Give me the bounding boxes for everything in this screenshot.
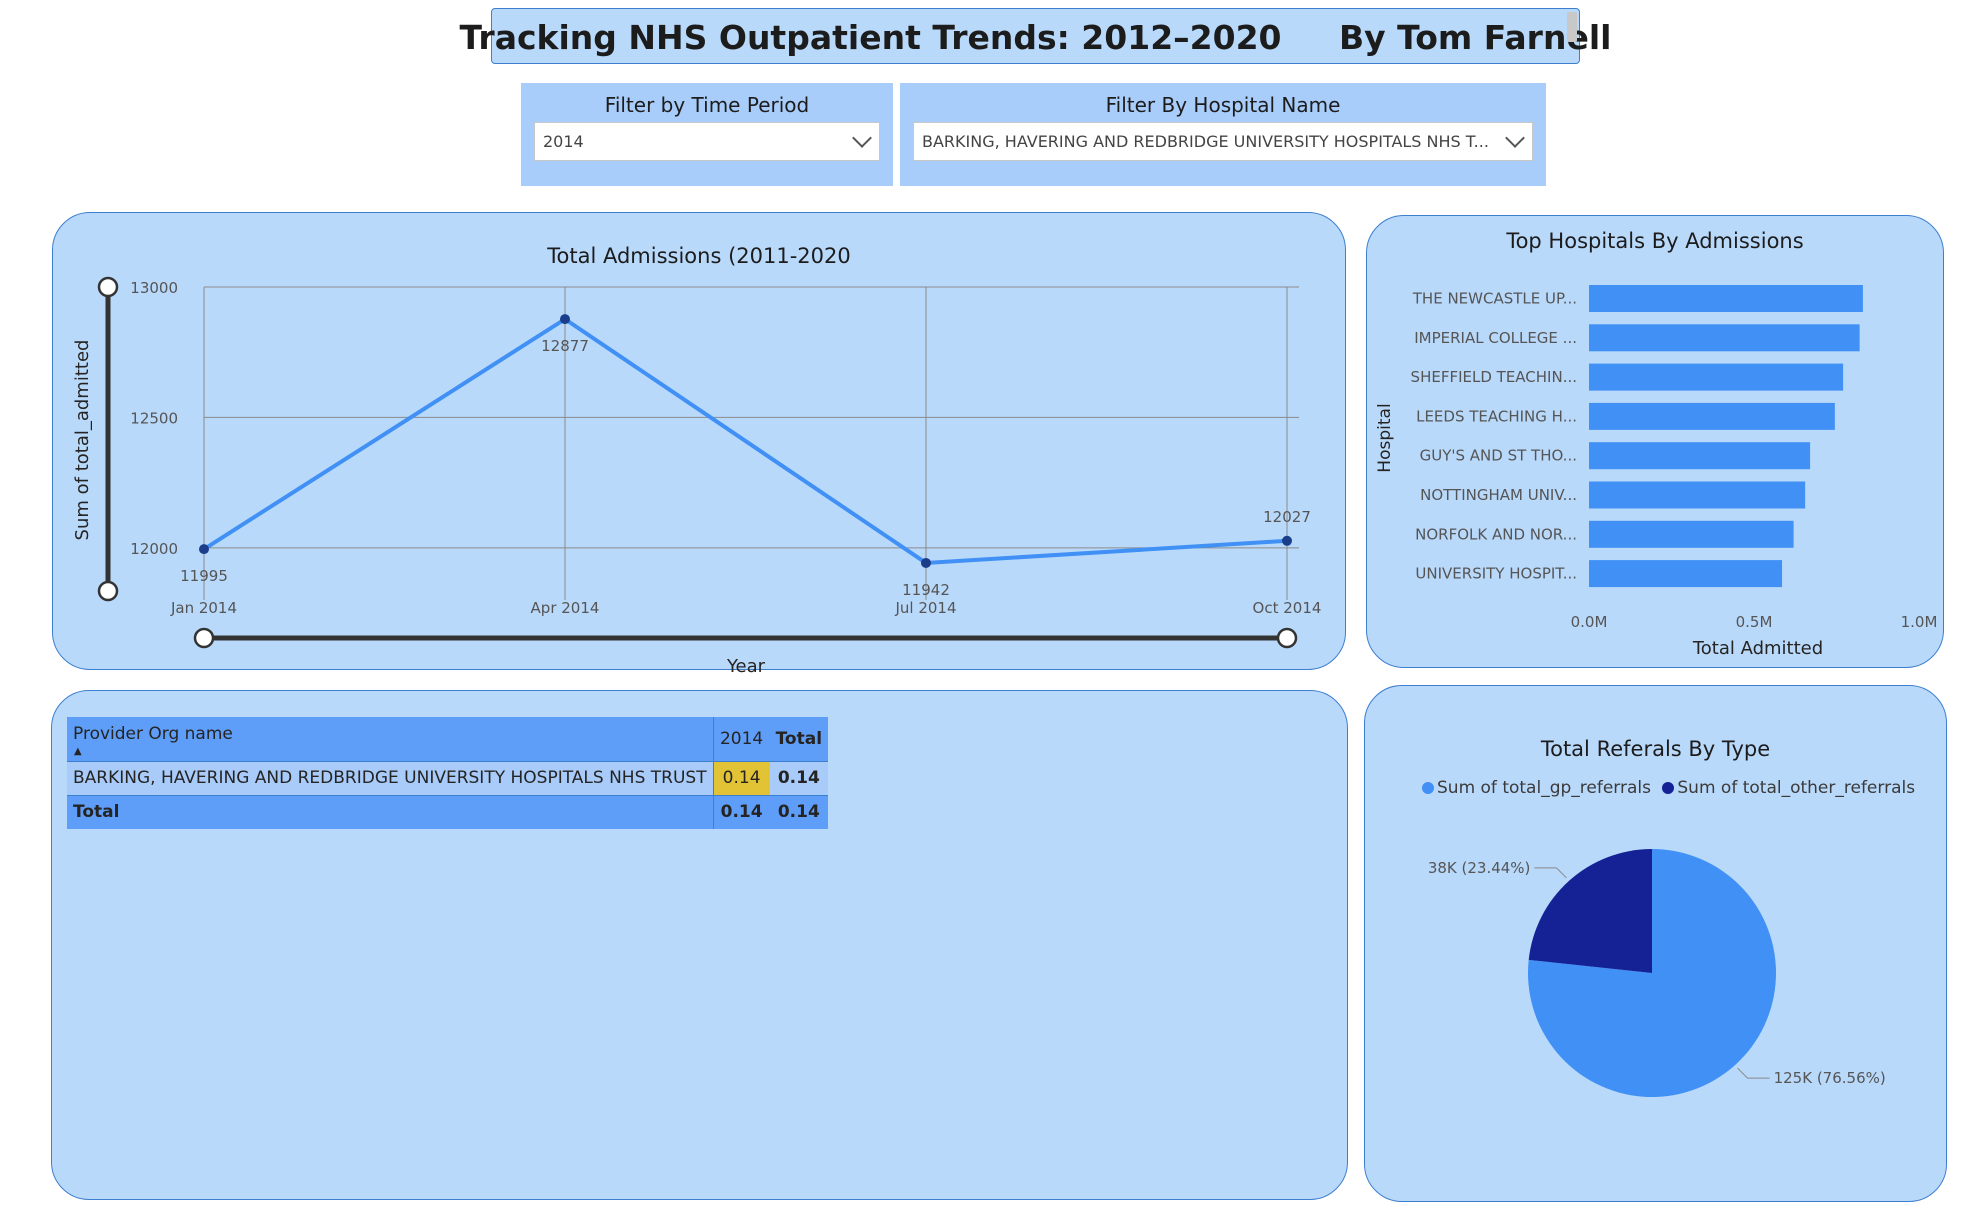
hospital-bar[interactable] <box>1589 442 1811 470</box>
time-period-dropdown[interactable]: 2014 <box>534 122 880 161</box>
y-range-slider-bottom-handle[interactable] <box>97 580 119 602</box>
provider-matrix-table: Provider Org name ▲ 2014 Total BARKING, … <box>67 717 829 829</box>
total-year-cell: 0.14 <box>712 795 770 829</box>
hospital-bar[interactable] <box>1589 481 1806 509</box>
hospital-category-label: SHEFFIELD TEACHIN... <box>1411 368 1577 386</box>
pie-chart-title: Total Referals By Type <box>1540 737 1771 761</box>
matrix-panel <box>51 690 1348 1200</box>
x-tick-label: Apr 2014 <box>531 599 600 617</box>
total-label-cell: Total <box>73 802 120 823</box>
data-label: 12027 <box>1263 508 1311 526</box>
y-tick-label: 13000 <box>130 279 178 297</box>
title-text: Tracking NHS Outpatient Trends: 2012–202… <box>459 17 1282 57</box>
y-range-slider-top-handle[interactable] <box>97 276 119 298</box>
data-point[interactable] <box>560 314 570 325</box>
x-range-slider-left-handle[interactable] <box>193 627 215 649</box>
data-label: 11995 <box>180 567 228 585</box>
row-total-cell: 0.14 <box>777 768 820 788</box>
x-tick-label: 1.0M <box>1901 613 1938 631</box>
hospital-slicer: Filter By Hospital Name BARKING, HAVERIN… <box>900 83 1546 186</box>
table-header-row: Provider Org name ▲ 2014 Total <box>67 717 829 761</box>
y-tick-label: 12000 <box>130 540 178 558</box>
admissions-series-line <box>202 316 1288 565</box>
table-total-row: Total 0.14 0.14 <box>67 795 829 829</box>
time-period-slicer: Filter by Time Period 2014 <box>521 83 893 186</box>
hospital-bar[interactable] <box>1589 285 1863 312</box>
provider-column-header[interactable]: Provider Org name ▲ <box>73 724 233 757</box>
x-tick-label: Jul 2014 <box>894 599 956 617</box>
title-scrollbar[interactable] <box>1567 12 1577 42</box>
sort-ascending-icon: ▲ <box>74 746 82 757</box>
hospital-label: Filter By Hospital Name <box>1105 93 1341 117</box>
data-label: 11942 <box>902 581 950 599</box>
pie-legend: Sum of total_gp_referrals Sum of total_o… <box>1422 778 1915 798</box>
hospital-category-label: IMPERIAL COLLEGE ... <box>1414 329 1577 347</box>
legend-dot-gp <box>1422 782 1434 794</box>
grand-total-cell: 0.14 <box>777 802 820 823</box>
report-title: Tracking NHS Outpatient Trends: 2012–202… <box>460 9 1612 65</box>
time-period-value: 2014 <box>543 132 584 151</box>
bar-x-axis-title: Total Admitted <box>1692 638 1823 659</box>
author-text: By Tom Farnell <box>1338 17 1612 57</box>
x-tick-label: 0.5M <box>1736 613 1773 631</box>
x-tick-label: 0.0M <box>1571 613 1608 631</box>
pie-leader-line <box>1737 1067 1770 1079</box>
legend-dot-other <box>1662 782 1675 794</box>
hospital-category-label: LEEDS TEACHING H... <box>1416 407 1577 425</box>
data-point[interactable] <box>921 557 931 568</box>
data-point[interactable] <box>199 544 209 555</box>
bar-chart-title: Top Hospitals By Admissions <box>1506 229 1804 253</box>
pie-leader-line <box>1534 867 1567 879</box>
line-x-axis-title: Year <box>726 656 766 677</box>
year-value-cell: 0.14 <box>712 761 770 795</box>
legend-item-other[interactable]: Sum of total_other_referrals <box>1662 778 1915 798</box>
total-column-header[interactable]: Total <box>775 728 823 749</box>
pie-slice-label: 125K (76.56%) <box>1774 1069 1886 1087</box>
x-range-slider-right-handle[interactable] <box>1276 627 1298 649</box>
report-title-banner: Tracking NHS Outpatient Trends: 2012–202… <box>460 8 1612 65</box>
year-column-header[interactable]: 2014 <box>712 717 770 761</box>
data-label: 12877 <box>541 337 589 355</box>
hospital-bar[interactable] <box>1589 402 1835 430</box>
table-row[interactable]: BARKING, HAVERING AND REDBRIDGE UNIVERSI… <box>67 761 829 795</box>
x-tick-label: Jan 2014 <box>170 599 237 617</box>
time-period-label: Filter by Time Period <box>604 93 810 117</box>
line-y-axis-title: Sum of total_admitted <box>72 340 93 541</box>
data-point[interactable] <box>1282 535 1292 546</box>
hospital-category-label: UNIVERSITY HOSPIT... <box>1415 565 1577 583</box>
bar-y-axis-title: Hospital <box>1375 403 1395 472</box>
pie-slice[interactable] <box>1528 849 1652 973</box>
legend-item-gp[interactable]: Sum of total_gp_referrals <box>1422 778 1651 798</box>
line-chart-title: Total Admissions (2011-2020 <box>547 244 851 268</box>
hospital-category-label: NORFOLK AND NOR... <box>1415 525 1577 543</box>
hospital-dropdown[interactable]: BARKING, HAVERING AND REDBRIDGE UNIVERSI… <box>913 122 1533 161</box>
pie-slice-label: 38K (23.44%) <box>1428 859 1531 877</box>
hospital-bar[interactable] <box>1589 324 1860 352</box>
hospital-bar[interactable] <box>1589 560 1783 588</box>
hospital-category-label: GUY'S AND ST THO... <box>1420 447 1577 465</box>
hospital-category-label: THE NEWCASTLE UP... <box>1412 290 1577 308</box>
y-tick-label: 12500 <box>130 409 178 427</box>
admissions-line-panel <box>52 212 1346 670</box>
provider-name-cell: BARKING, HAVERING AND REDBRIDGE UNIVERSI… <box>73 768 707 788</box>
x-tick-label: Oct 2014 <box>1253 599 1322 617</box>
hospital-bar[interactable] <box>1589 520 1794 548</box>
hospital-bar[interactable] <box>1589 363 1844 391</box>
hospital-value: BARKING, HAVERING AND REDBRIDGE UNIVERSI… <box>922 132 1489 151</box>
hospital-category-label: NOTTINGHAM UNIV... <box>1420 486 1577 504</box>
